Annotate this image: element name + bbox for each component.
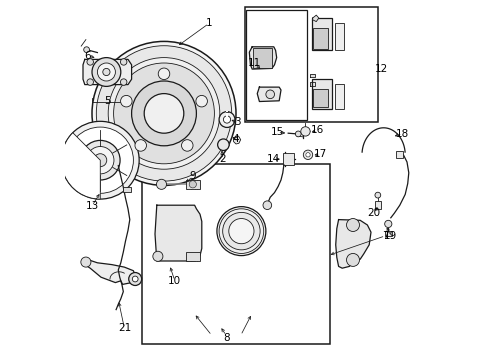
- Polygon shape: [155, 205, 202, 261]
- Bar: [283, 153, 294, 165]
- Text: 15: 15: [271, 127, 284, 138]
- Circle shape: [303, 150, 313, 159]
- Circle shape: [385, 220, 392, 228]
- Polygon shape: [310, 74, 315, 77]
- Polygon shape: [249, 47, 277, 69]
- Circle shape: [222, 212, 260, 250]
- Circle shape: [87, 79, 94, 85]
- Circle shape: [92, 58, 121, 86]
- Circle shape: [295, 131, 301, 137]
- Text: 8: 8: [223, 333, 230, 343]
- Bar: [122, 187, 130, 192]
- Text: 16: 16: [310, 125, 323, 135]
- Circle shape: [87, 59, 94, 65]
- Circle shape: [306, 153, 310, 157]
- Circle shape: [135, 140, 147, 151]
- Polygon shape: [336, 220, 371, 268]
- Circle shape: [346, 219, 360, 231]
- Text: 21: 21: [118, 323, 131, 333]
- Circle shape: [98, 63, 116, 81]
- Circle shape: [219, 112, 235, 127]
- Polygon shape: [83, 59, 132, 85]
- Circle shape: [94, 154, 107, 167]
- Text: 18: 18: [396, 129, 409, 139]
- Text: 4: 4: [233, 134, 239, 144]
- Text: 2: 2: [220, 154, 226, 164]
- Bar: [314, 89, 328, 107]
- Circle shape: [375, 192, 381, 198]
- Text: 19: 19: [384, 231, 397, 241]
- Bar: [245, 7, 378, 122]
- Circle shape: [61, 121, 139, 199]
- Polygon shape: [257, 87, 281, 102]
- Bar: [314, 28, 328, 49]
- Bar: [312, 18, 333, 50]
- Circle shape: [266, 90, 274, 99]
- Bar: [246, 10, 307, 120]
- Text: 9: 9: [190, 171, 196, 181]
- Circle shape: [80, 140, 120, 180]
- Bar: [252, 48, 272, 68]
- Circle shape: [97, 46, 232, 181]
- Circle shape: [181, 140, 193, 151]
- Bar: [374, 201, 381, 209]
- Circle shape: [103, 68, 110, 76]
- Polygon shape: [85, 259, 135, 284]
- Circle shape: [263, 201, 271, 210]
- Circle shape: [132, 81, 196, 146]
- Polygon shape: [310, 82, 315, 86]
- Circle shape: [129, 273, 142, 285]
- Text: 1: 1: [206, 18, 212, 28]
- Text: 13: 13: [85, 201, 98, 211]
- Circle shape: [87, 147, 114, 174]
- Text: 11: 11: [248, 58, 261, 68]
- Circle shape: [67, 127, 133, 193]
- Circle shape: [223, 116, 231, 123]
- Bar: [385, 231, 392, 236]
- Text: 10: 10: [168, 276, 181, 286]
- Text: 12: 12: [375, 64, 389, 74]
- Bar: [186, 252, 200, 261]
- Circle shape: [217, 207, 266, 256]
- Bar: [143, 164, 330, 344]
- Bar: [335, 84, 344, 109]
- Circle shape: [144, 94, 184, 133]
- Text: 3: 3: [234, 117, 241, 127]
- Circle shape: [156, 179, 167, 189]
- Circle shape: [153, 251, 163, 261]
- Polygon shape: [313, 15, 319, 22]
- Circle shape: [114, 63, 215, 164]
- Circle shape: [81, 257, 91, 267]
- Circle shape: [301, 127, 310, 136]
- Bar: [186, 180, 200, 189]
- Circle shape: [346, 253, 360, 266]
- Text: 5: 5: [104, 96, 111, 106]
- Circle shape: [121, 79, 127, 85]
- Wedge shape: [61, 133, 100, 199]
- Bar: [335, 23, 344, 50]
- Bar: [312, 79, 333, 109]
- Polygon shape: [233, 136, 241, 144]
- Circle shape: [108, 58, 220, 169]
- Circle shape: [84, 47, 90, 53]
- Text: 14: 14: [267, 154, 280, 164]
- Text: 20: 20: [368, 208, 380, 218]
- Text: 6: 6: [84, 51, 91, 61]
- Bar: [396, 151, 403, 158]
- Circle shape: [229, 219, 254, 244]
- Circle shape: [121, 95, 132, 107]
- Text: 7: 7: [382, 231, 389, 241]
- Text: 17: 17: [314, 149, 327, 159]
- Circle shape: [132, 276, 138, 282]
- Circle shape: [92, 41, 236, 185]
- Circle shape: [158, 68, 170, 80]
- Circle shape: [121, 59, 127, 65]
- Circle shape: [218, 139, 229, 150]
- Circle shape: [189, 181, 196, 188]
- Circle shape: [196, 95, 207, 107]
